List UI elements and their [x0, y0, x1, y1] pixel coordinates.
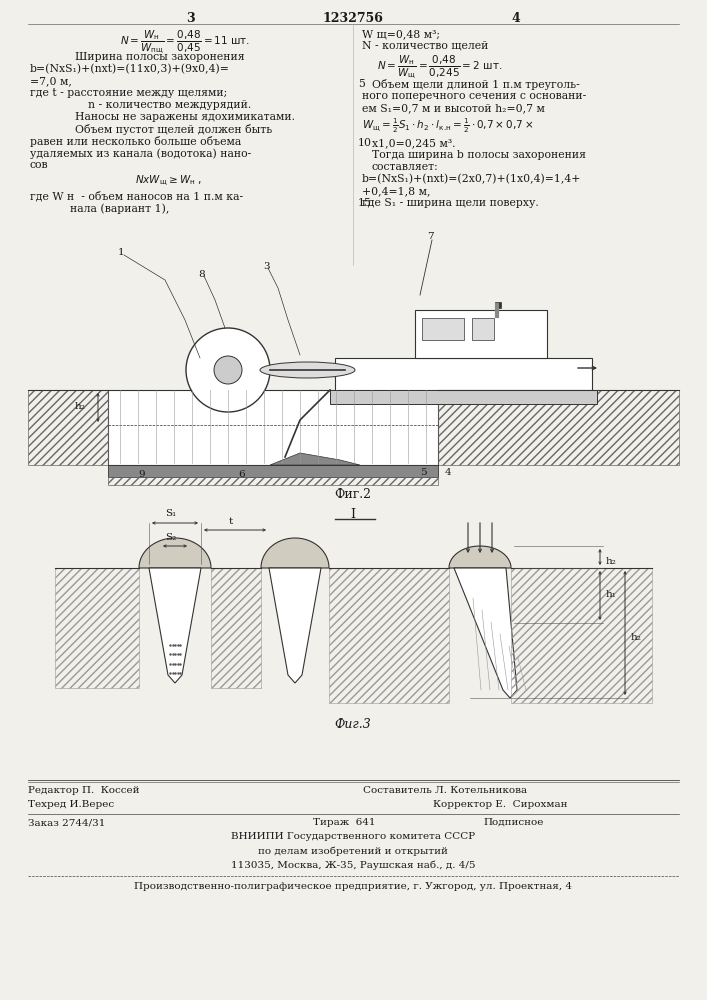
Text: x1,0=0,245 м³.: x1,0=0,245 м³. [372, 138, 455, 148]
Text: b=(NxS₁)+(nxt)=(11x0,3)+(9x0,4)=: b=(NxS₁)+(nxt)=(11x0,3)+(9x0,4)= [30, 64, 230, 74]
Text: Подписное: Подписное [483, 818, 544, 827]
Text: S₂: S₂ [165, 533, 177, 542]
Text: Фиг.2: Фиг.2 [334, 488, 371, 501]
Bar [511, 568, 652, 703]
Text: Заказ 2744/31: Заказ 2744/31 [28, 818, 105, 827]
Text: сов: сов [30, 160, 49, 170]
Text: 3: 3 [263, 262, 269, 271]
Bar [108, 390, 438, 465]
Text: t: t [229, 517, 233, 526]
Text: h₂: h₂ [74, 402, 86, 411]
Polygon shape [149, 568, 201, 683]
Text: Техред И.Верес: Техред И.Верес [28, 800, 114, 809]
Bar [55, 568, 139, 688]
Text: 1232756: 1232756 [322, 12, 383, 25]
Text: где t - расстояние между щелями;: где t - расстояние между щелями; [30, 88, 227, 98]
Bar [472, 318, 494, 340]
Bar [422, 318, 464, 340]
Text: Тираж  641: Тираж 641 [313, 818, 375, 827]
Bar [330, 390, 597, 404]
Text: $N = \dfrac{W_{\text{н}}}{W_{\text{пщ}}} = \dfrac{0{,}48}{0{,}45} = 11\ \text{шт: $N = \dfrac{W_{\text{н}}}{W_{\text{пщ}}}… [120, 29, 250, 56]
Text: 5: 5 [358, 79, 365, 89]
Text: удаляемых из канала (водотока) нано-: удаляемых из канала (водотока) нано- [30, 148, 251, 159]
Bar [108, 465, 438, 477]
Text: ного поперечного сечения с основани-: ного поперечного сечения с основани- [362, 91, 586, 101]
Text: $NxW_{\text{щ}} \geq W_{\text{н}}\ ,$: $NxW_{\text{щ}} \geq W_{\text{н}}\ ,$ [135, 174, 202, 188]
Bar [108, 477, 438, 485]
Text: h₂: h₂ [631, 633, 642, 642]
Text: составляет:: составляет: [372, 162, 439, 172]
Text: 6: 6 [238, 470, 245, 479]
Bar [329, 568, 449, 703]
Text: 7: 7 [427, 232, 433, 241]
Ellipse shape [260, 362, 355, 378]
Text: =7,0 м,: =7,0 м, [30, 76, 72, 86]
Circle shape [214, 356, 242, 384]
Bar [335, 358, 592, 390]
Text: Тогда ширина b полосы захоронения: Тогда ширина b полосы захоронения [372, 150, 586, 160]
Text: 4: 4 [512, 12, 520, 25]
Text: ем S₁=0,7 м и высотой h₂=0,7 м: ем S₁=0,7 м и высотой h₂=0,7 м [362, 103, 545, 113]
Text: Производственно-полиграфическое предприятие, г. Ужгород, ул. Проектная, 4: Производственно-полиграфическое предприя… [134, 882, 572, 891]
Text: 5: 5 [420, 468, 426, 477]
Text: где S₁ - ширина щели поверху.: где S₁ - ширина щели поверху. [362, 198, 539, 208]
Text: h₂: h₂ [606, 557, 617, 566]
Polygon shape [269, 568, 321, 683]
Polygon shape [454, 568, 517, 698]
Text: Наносы не заражены ядохимикатами.: Наносы не заражены ядохимикатами. [75, 112, 295, 122]
Bar [28, 390, 108, 465]
Text: ВНИИПИ Государственного комитета СССР: ВНИИПИ Государственного комитета СССР [231, 832, 475, 841]
Bar [415, 310, 547, 358]
Text: Объем щели длиной 1 п.м треуголь-: Объем щели длиной 1 п.м треуголь- [372, 79, 580, 90]
Text: где W н  - объем наносов на 1 п.м ка-: где W н - объем наносов на 1 п.м ка- [30, 191, 243, 202]
Text: I: I [351, 508, 356, 521]
Text: 9: 9 [138, 470, 145, 479]
Bar [438, 390, 679, 465]
Text: $N = \dfrac{W_{\text{н}}}{W_{\text{щ}}} = \dfrac{0{,}48}{0{,}245} = 2\ \text{шт.: $N = \dfrac{W_{\text{н}}}{W_{\text{щ}}} … [377, 54, 503, 81]
Polygon shape [139, 538, 211, 568]
Text: b=(NxS₁)+(nxt)=(2x0,7)+(1x0,4)=1,4+: b=(NxS₁)+(nxt)=(2x0,7)+(1x0,4)=1,4+ [362, 174, 581, 184]
Text: Составитель Л. Котельникова: Составитель Л. Котельникова [363, 786, 527, 795]
Text: n - количество междурядий.: n - количество междурядий. [88, 100, 251, 110]
Text: Объем пустот щелей должен быть: Объем пустот щелей должен быть [75, 124, 272, 135]
Text: нала (вариант 1),: нала (вариант 1), [70, 203, 170, 214]
Bar [495, 302, 501, 308]
Text: 15: 15 [358, 198, 372, 208]
Text: +0,4=1,8 м,: +0,4=1,8 м, [362, 186, 431, 196]
Text: равен или несколько больше объема: равен или несколько больше объема [30, 136, 241, 147]
Text: Корректор Е.  Сирохман: Корректор Е. Сирохман [433, 800, 568, 809]
Text: по делам изобретений и открытий: по делам изобретений и открытий [258, 846, 448, 856]
Circle shape [186, 328, 270, 412]
Text: Ширина полосы захоронения: Ширина полосы захоронения [75, 52, 245, 62]
Text: 113035, Москва, Ж-35, Раушская наб., д. 4/5: 113035, Москва, Ж-35, Раушская наб., д. … [230, 860, 475, 869]
Bar [211, 568, 261, 688]
Polygon shape [449, 546, 511, 568]
Text: h₁: h₁ [606, 590, 617, 599]
Text: Редактор П.  Коссей: Редактор П. Коссей [28, 786, 139, 795]
Text: 4: 4 [445, 468, 452, 477]
Text: $W_{\text{щ}} = \frac{1}{2} S_{1} \cdot h_{2} \cdot l_{\text{к.н}} = \frac{1}{2}: $W_{\text{щ}} = \frac{1}{2} S_{1} \cdot … [362, 117, 533, 135]
Text: 8: 8 [198, 270, 204, 279]
Text: 1: 1 [118, 248, 124, 257]
Text: 10: 10 [358, 138, 372, 148]
Text: W щ=0,48 м³;: W щ=0,48 м³; [362, 29, 440, 39]
Polygon shape [261, 538, 329, 568]
Text: 3: 3 [186, 12, 195, 25]
Polygon shape [270, 453, 360, 465]
Text: N - количество щелей: N - количество щелей [362, 41, 489, 51]
Text: Фиг.3: Фиг.3 [334, 718, 371, 731]
Text: S₁: S₁ [165, 509, 177, 518]
